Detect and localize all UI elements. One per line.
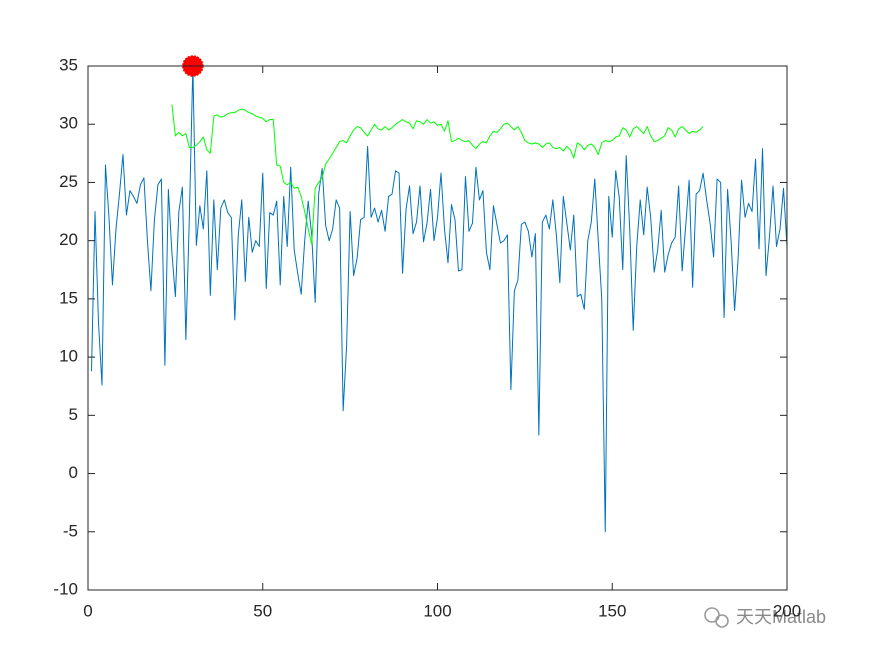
x-tick-label: 200 — [773, 601, 801, 620]
x-tick-label: 50 — [253, 601, 272, 620]
y-tick-label: 35 — [59, 55, 78, 74]
y-tick-label: -10 — [53, 579, 78, 598]
y-tick-label: 15 — [59, 288, 78, 307]
series-line — [91, 65, 788, 533]
x-tick-label: 150 — [598, 601, 626, 620]
y-tick-label: 20 — [59, 230, 78, 249]
y-tick-label: 0 — [69, 463, 78, 482]
x-tick-label: 100 — [423, 601, 451, 620]
y-tick-label: 25 — [59, 172, 78, 191]
y-tick-label: 5 — [69, 405, 78, 424]
icon-bubble — [715, 614, 729, 628]
watermark: 天天Matlab — [736, 607, 826, 627]
series-line — [171, 104, 704, 245]
y-tick-label: 30 — [59, 114, 78, 133]
y-tick-label: 10 — [59, 347, 78, 366]
y-tick-label: -5 — [63, 521, 78, 540]
x-tick-label: 0 — [83, 601, 92, 620]
watermark-icon — [704, 607, 729, 628]
